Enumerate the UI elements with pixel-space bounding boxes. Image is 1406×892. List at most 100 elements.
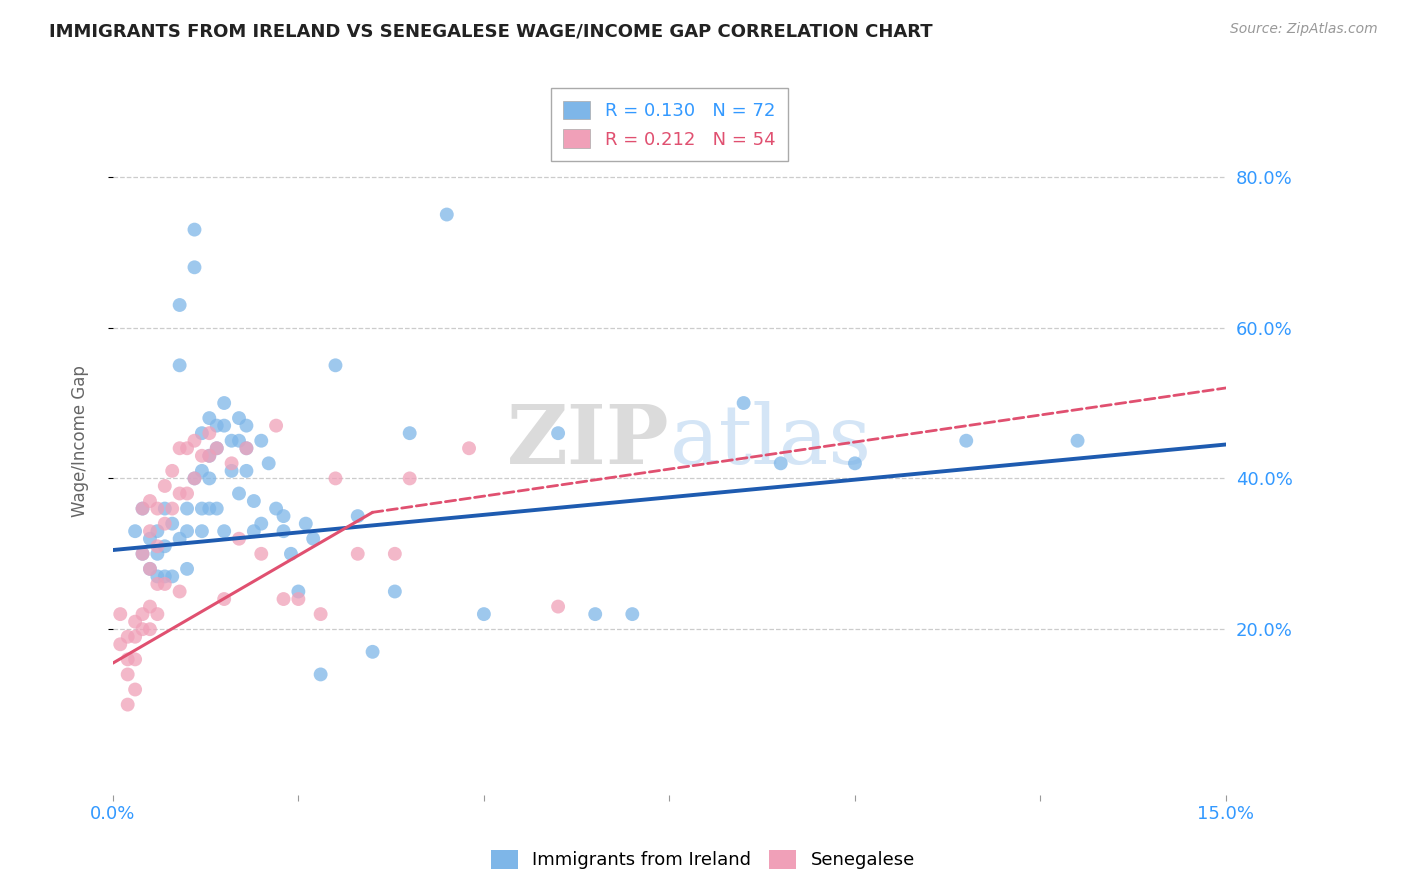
Point	[169, 532, 191, 546]
Point	[191, 524, 214, 538]
Point	[250, 516, 273, 531]
Point	[153, 569, 176, 583]
Point	[176, 486, 198, 500]
Point	[235, 418, 257, 433]
Point	[384, 584, 406, 599]
Point	[176, 562, 198, 576]
Point	[191, 449, 214, 463]
Point	[243, 524, 266, 538]
Point	[139, 494, 162, 508]
Point	[146, 577, 169, 591]
Y-axis label: Wage/Income Gap: Wage/Income Gap	[72, 365, 89, 516]
Point	[302, 532, 325, 546]
Point	[124, 682, 146, 697]
Point	[228, 411, 250, 425]
Point	[146, 501, 169, 516]
Point	[472, 607, 495, 621]
Point	[205, 442, 228, 456]
Point	[547, 599, 569, 614]
Point	[273, 509, 295, 524]
Point	[621, 607, 644, 621]
Point	[139, 622, 162, 636]
Point	[176, 524, 198, 538]
Legend: R = 0.130   N = 72, R = 0.212   N = 54: R = 0.130 N = 72, R = 0.212 N = 54	[551, 88, 789, 161]
Point	[160, 464, 183, 478]
Point	[160, 516, 183, 531]
Point	[198, 471, 221, 485]
Point	[146, 569, 169, 583]
Point	[124, 524, 146, 538]
Point	[769, 456, 792, 470]
Point	[398, 471, 420, 485]
Point	[169, 359, 191, 373]
Point	[212, 524, 235, 538]
Point	[228, 486, 250, 500]
Point	[183, 471, 205, 485]
Point	[191, 464, 214, 478]
Point	[198, 411, 221, 425]
Point	[264, 501, 287, 516]
Point	[436, 208, 458, 222]
Point	[124, 615, 146, 629]
Point	[153, 516, 176, 531]
Point	[191, 426, 214, 441]
Point	[287, 592, 309, 607]
Point	[131, 547, 153, 561]
Point	[131, 547, 153, 561]
Point	[346, 547, 368, 561]
Point	[221, 464, 243, 478]
Point	[117, 698, 139, 712]
Point	[346, 509, 368, 524]
Point	[117, 630, 139, 644]
Point	[183, 260, 205, 275]
Point	[235, 442, 257, 456]
Point	[131, 622, 153, 636]
Point	[139, 532, 162, 546]
Point	[844, 456, 866, 470]
Point	[547, 426, 569, 441]
Point	[198, 426, 221, 441]
Point	[398, 426, 420, 441]
Text: IMMIGRANTS FROM IRELAND VS SENEGALESE WAGE/INCOME GAP CORRELATION CHART: IMMIGRANTS FROM IRELAND VS SENEGALESE WA…	[49, 22, 932, 40]
Point	[583, 607, 606, 621]
Legend: Immigrants from Ireland, Senegalese: Immigrants from Ireland, Senegalese	[482, 841, 924, 879]
Point	[228, 532, 250, 546]
Point	[169, 486, 191, 500]
Point	[273, 592, 295, 607]
Point	[139, 562, 162, 576]
Point	[287, 584, 309, 599]
Text: Source: ZipAtlas.com: Source: ZipAtlas.com	[1230, 22, 1378, 37]
Point	[146, 539, 169, 553]
Point	[257, 456, 280, 470]
Point	[235, 442, 257, 456]
Point	[198, 449, 221, 463]
Point	[250, 434, 273, 448]
Point	[160, 501, 183, 516]
Point	[176, 442, 198, 456]
Point	[250, 547, 273, 561]
Point	[361, 645, 384, 659]
Point	[183, 222, 205, 236]
Point	[191, 501, 214, 516]
Text: atlas: atlas	[669, 401, 872, 481]
Point	[183, 434, 205, 448]
Point	[955, 434, 977, 448]
Point	[146, 524, 169, 538]
Point	[124, 652, 146, 666]
Point	[294, 516, 316, 531]
Point	[221, 456, 243, 470]
Point	[131, 607, 153, 621]
Point	[309, 667, 332, 681]
Point	[228, 434, 250, 448]
Point	[169, 298, 191, 312]
Point	[153, 577, 176, 591]
Point	[273, 524, 295, 538]
Point	[325, 359, 347, 373]
Point	[169, 442, 191, 456]
Point	[153, 539, 176, 553]
Point	[733, 396, 755, 410]
Point	[280, 547, 302, 561]
Point	[153, 479, 176, 493]
Point	[198, 449, 221, 463]
Point	[384, 547, 406, 561]
